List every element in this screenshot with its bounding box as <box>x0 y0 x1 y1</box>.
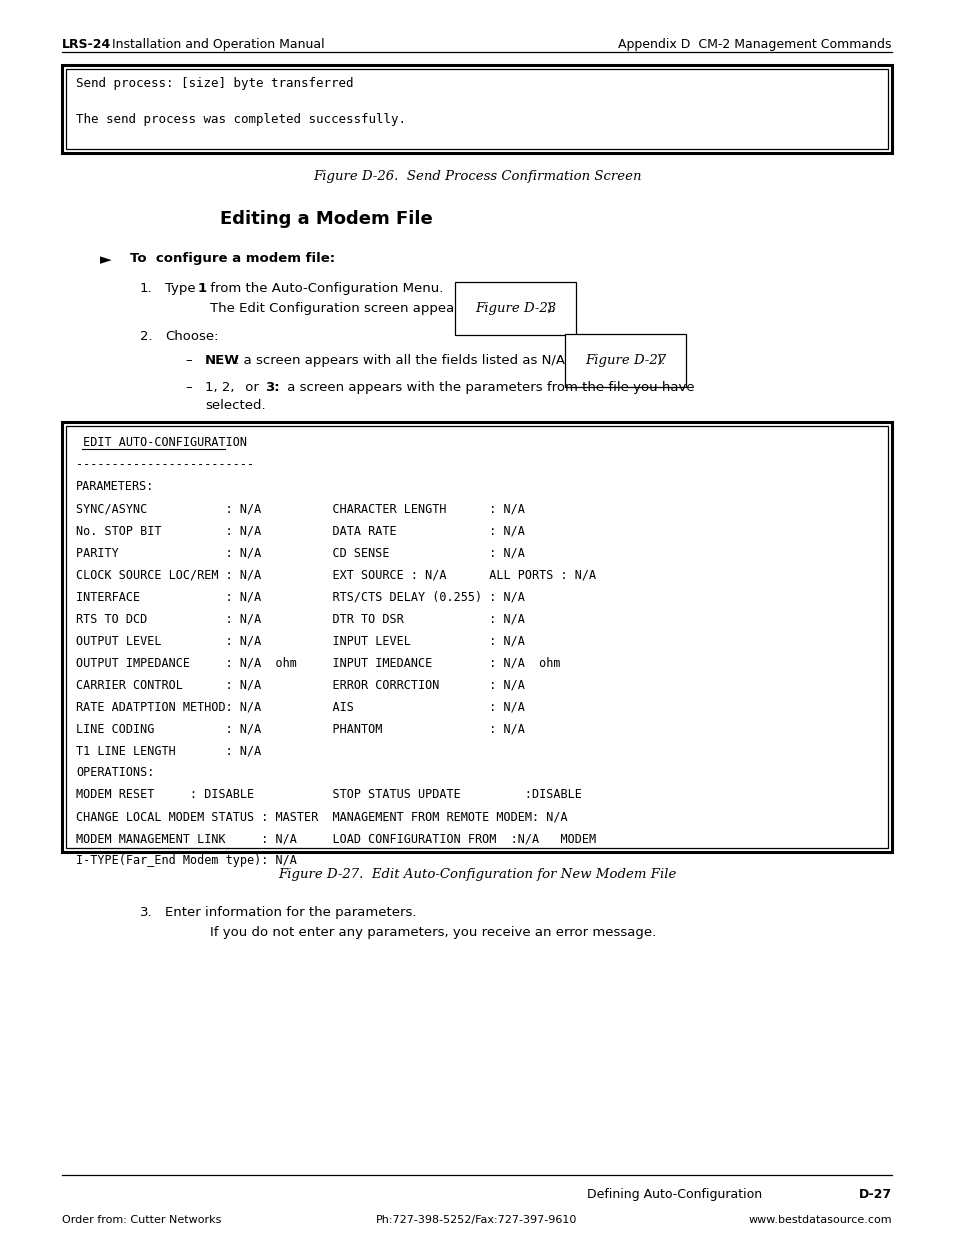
Text: –: – <box>185 354 192 367</box>
Text: 1: 1 <box>198 282 207 295</box>
Text: 3:: 3: <box>265 382 279 394</box>
Bar <box>62 65 891 153</box>
Text: OUTPUT LEVEL         : N/A          INPUT LEVEL           : N/A: OUTPUT LEVEL : N/A INPUT LEVEL : N/A <box>76 634 524 647</box>
Text: 1.: 1. <box>140 282 152 295</box>
Text: ).: ). <box>657 354 665 367</box>
Text: or: or <box>241 382 263 394</box>
Text: Installation and Operation Manual: Installation and Operation Manual <box>108 38 324 51</box>
Text: Figure D-27: Figure D-27 <box>584 354 665 367</box>
Text: Figure D-23: Figure D-23 <box>475 303 556 315</box>
Text: To  configure a modem file:: To configure a modem file: <box>130 252 335 266</box>
Text: Order from: Cutter Networks: Order from: Cutter Networks <box>62 1215 221 1225</box>
Text: OUTPUT IMPEDANCE     : N/A  ohm     INPUT IMEDANCE        : N/A  ohm: OUTPUT IMPEDANCE : N/A ohm INPUT IMEDANC… <box>76 656 560 669</box>
Text: Appendix D  CM-2 Management Commands: Appendix D CM-2 Management Commands <box>618 38 891 51</box>
Text: PARITY               : N/A          CD SENSE              : N/A: PARITY : N/A CD SENSE : N/A <box>76 546 524 559</box>
Text: 2.: 2. <box>140 330 152 343</box>
Text: EDIT AUTO-CONFIGURATION: EDIT AUTO-CONFIGURATION <box>76 436 247 450</box>
Text: Ph:727-398-5252/Fax:727-397-9610: Ph:727-398-5252/Fax:727-397-9610 <box>375 1215 578 1225</box>
Text: : a screen appears with all the fields listed as N/A (see: : a screen appears with all the fields l… <box>234 354 601 367</box>
Text: ).: ). <box>546 303 556 315</box>
Text: CLOCK SOURCE LOC/REM : N/A          EXT SOURCE : N/A      ALL PORTS : N/A: CLOCK SOURCE LOC/REM : N/A EXT SOURCE : … <box>76 568 596 580</box>
Text: Editing a Modem File: Editing a Modem File <box>220 210 433 228</box>
Text: If you do not enter any parameters, you receive an error message.: If you do not enter any parameters, you … <box>210 926 656 939</box>
Text: a screen appears with the parameters from the file you have: a screen appears with the parameters fro… <box>283 382 694 394</box>
Text: 3.: 3. <box>140 906 152 919</box>
Bar <box>66 426 887 848</box>
Text: D-27: D-27 <box>858 1188 891 1200</box>
Bar <box>62 422 891 852</box>
Text: No. STOP BIT         : N/A          DATA RATE             : N/A: No. STOP BIT : N/A DATA RATE : N/A <box>76 524 524 537</box>
Text: INTERFACE            : N/A          RTS/CTS DELAY (0.255) : N/A: INTERFACE : N/A RTS/CTS DELAY (0.255) : … <box>76 590 524 603</box>
Text: www.bestdatasource.com: www.bestdatasource.com <box>747 1215 891 1225</box>
Text: The Edit Configuration screen appears (see: The Edit Configuration screen appears (s… <box>210 303 503 315</box>
Text: MODEM RESET     : DISABLE           STOP STATUS UPDATE         :DISABLE: MODEM RESET : DISABLE STOP STATUS UPDATE… <box>76 788 581 802</box>
Bar <box>66 69 887 149</box>
Text: Type: Type <box>165 282 200 295</box>
Text: CARRIER CONTROL      : N/A          ERROR CORRCTION       : N/A: CARRIER CONTROL : N/A ERROR CORRCTION : … <box>76 678 524 692</box>
Text: LRS-24: LRS-24 <box>62 38 112 51</box>
Text: PARAMETERS:: PARAMETERS: <box>76 480 154 493</box>
Text: MODEM MANAGEMENT LINK     : N/A     LOAD CONFIGURATION FROM  :N/A   MODEM: MODEM MANAGEMENT LINK : N/A LOAD CONFIGU… <box>76 832 596 845</box>
Text: RTS TO DCD           : N/A          DTR TO DSR            : N/A: RTS TO DCD : N/A DTR TO DSR : N/A <box>76 613 524 625</box>
Text: Enter information for the parameters.: Enter information for the parameters. <box>165 906 416 919</box>
Text: Defining Auto-Configuration: Defining Auto-Configuration <box>586 1188 761 1200</box>
Text: The send process was completed successfully.: The send process was completed successfu… <box>76 112 406 126</box>
Text: SYNC/ASYNC           : N/A          CHARACTER LENGTH      : N/A: SYNC/ASYNC : N/A CHARACTER LENGTH : N/A <box>76 501 524 515</box>
Text: ►: ► <box>100 252 112 267</box>
Text: from the Auto-Configuration Menu.: from the Auto-Configuration Menu. <box>206 282 443 295</box>
Text: CHANGE LOCAL MODEM STATUS : MASTER  MANAGEMENT FROM REMOTE MODEM: N/A: CHANGE LOCAL MODEM STATUS : MASTER MANAG… <box>76 810 567 823</box>
Text: 1, 2,: 1, 2, <box>205 382 234 394</box>
Text: I-TYPE(Far_End Modem type): N/A: I-TYPE(Far_End Modem type): N/A <box>76 853 296 867</box>
Text: NEW: NEW <box>205 354 239 367</box>
Text: T1 LINE LENGTH       : N/A: T1 LINE LENGTH : N/A <box>76 743 261 757</box>
Text: OPERATIONS:: OPERATIONS: <box>76 766 154 779</box>
Text: LINE CODING          : N/A          PHANTOM               : N/A: LINE CODING : N/A PHANTOM : N/A <box>76 722 524 735</box>
Text: Figure D-26.  Send Process Confirmation Screen: Figure D-26. Send Process Confirmation S… <box>313 170 640 183</box>
Text: selected.: selected. <box>205 399 265 412</box>
Text: Figure D-27.  Edit Auto-Configuration for New Modem File: Figure D-27. Edit Auto-Configuration for… <box>277 868 676 881</box>
Text: Send process: [size] byte transferred: Send process: [size] byte transferred <box>76 77 354 90</box>
Text: -------------------------: ------------------------- <box>76 458 253 471</box>
Text: –: – <box>185 382 192 394</box>
Text: Choose:: Choose: <box>165 330 218 343</box>
Text: RATE ADATPTION METHOD: N/A          AIS                   : N/A: RATE ADATPTION METHOD: N/A AIS : N/A <box>76 700 524 713</box>
